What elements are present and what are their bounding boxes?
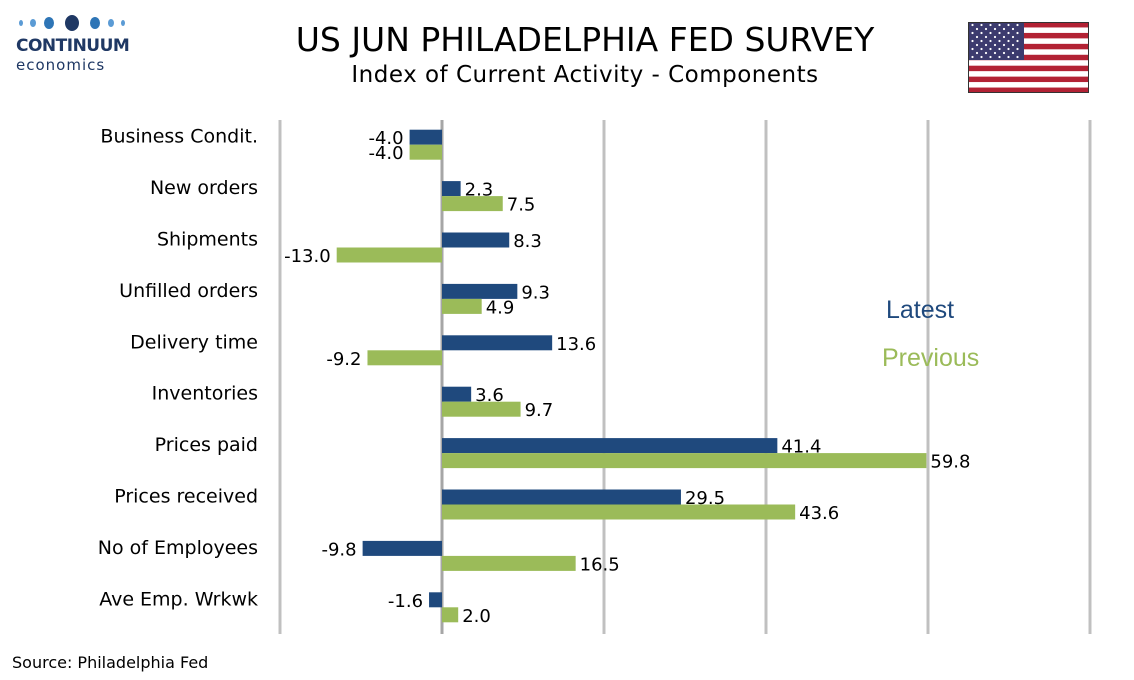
bar-latest [442,386,472,402]
bar-latest [362,540,442,556]
legend-latest: Latest [886,296,955,324]
bar-previous [442,504,796,520]
value-labels: -4.0-4.0 2.3 7.5 8.3 -13.0 9.3 4.9 13.6 -9.2 3.6 9… [284,128,970,627]
bar-previous [442,453,927,469]
value-label-latest: -1.6 [388,591,423,612]
value-label-previous: 9.7 [525,400,554,421]
category-label: New orders [150,177,258,199]
logo-dots-icon [19,15,125,31]
value-label-latest: 41.4 [781,437,821,458]
category-label: Delivery time [130,331,258,353]
legend-previous: Previous [882,344,980,372]
bar-latest [442,438,778,454]
value-label-latest: -9.8 [321,539,356,560]
us-flag-icon [968,22,1089,93]
value-label-previous: 59.8 [930,452,970,473]
bar-latest [442,489,681,505]
bar-previous [442,607,459,623]
category-label: Ave Emp. Wrkwk [99,588,258,610]
bar-previous [442,555,576,571]
bar-previous [336,247,442,263]
value-label-latest: 13.6 [556,334,596,355]
value-label-latest: 2.3 [465,180,494,201]
category-label: Prices paid [155,434,258,456]
bar-latest [442,232,510,248]
category-label: Shipments [157,229,258,251]
value-label-previous: -4.0 [368,143,403,164]
category-label: Inventories [152,383,258,405]
bar-previous [442,298,482,314]
logo-tagline: economics [16,56,106,74]
chart-title: US JUN PHILADELPHIA FED SURVEY [295,20,875,59]
value-label-previous: -9.2 [326,349,361,370]
value-label-previous: 2.0 [462,606,491,627]
category-label: Unfilled orders [119,280,258,302]
value-label-latest: 9.3 [521,282,550,303]
bar-latest [442,283,518,299]
category-labels: Business Condit. New orders Shipments Unf… [98,126,258,611]
bar-previous [367,350,442,366]
bars [336,129,927,623]
continuum-logo: CONTINUUM economics [14,14,134,76]
value-label-previous: -13.0 [284,246,331,267]
category-label: Prices received [114,486,258,508]
bar-previous [409,144,442,160]
gridlines [278,120,1092,634]
chart-subtitle: Index of Current Activity - Components [351,62,819,88]
bar-latest [442,181,461,197]
bar-previous [442,196,503,212]
logo-name: CONTINUUM [16,36,130,56]
value-label-previous: 4.9 [486,297,515,318]
bar-previous [442,401,521,417]
value-label-previous: 7.5 [507,195,536,216]
source-note: Source: Philadelphia Fed [12,653,209,672]
bar-latest [442,335,553,351]
value-label-latest: 8.3 [513,231,542,252]
category-label: No of Employees [98,537,258,559]
value-label-previous: 16.5 [580,554,620,575]
value-label-latest: 29.5 [685,488,725,509]
bar-latest [409,129,442,145]
value-label-latest: -4.0 [368,128,403,149]
value-label-previous: 43.6 [799,503,839,524]
bar-latest [429,592,442,608]
value-label-latest: 3.6 [475,385,504,406]
category-label: Business Condit. [100,126,258,148]
